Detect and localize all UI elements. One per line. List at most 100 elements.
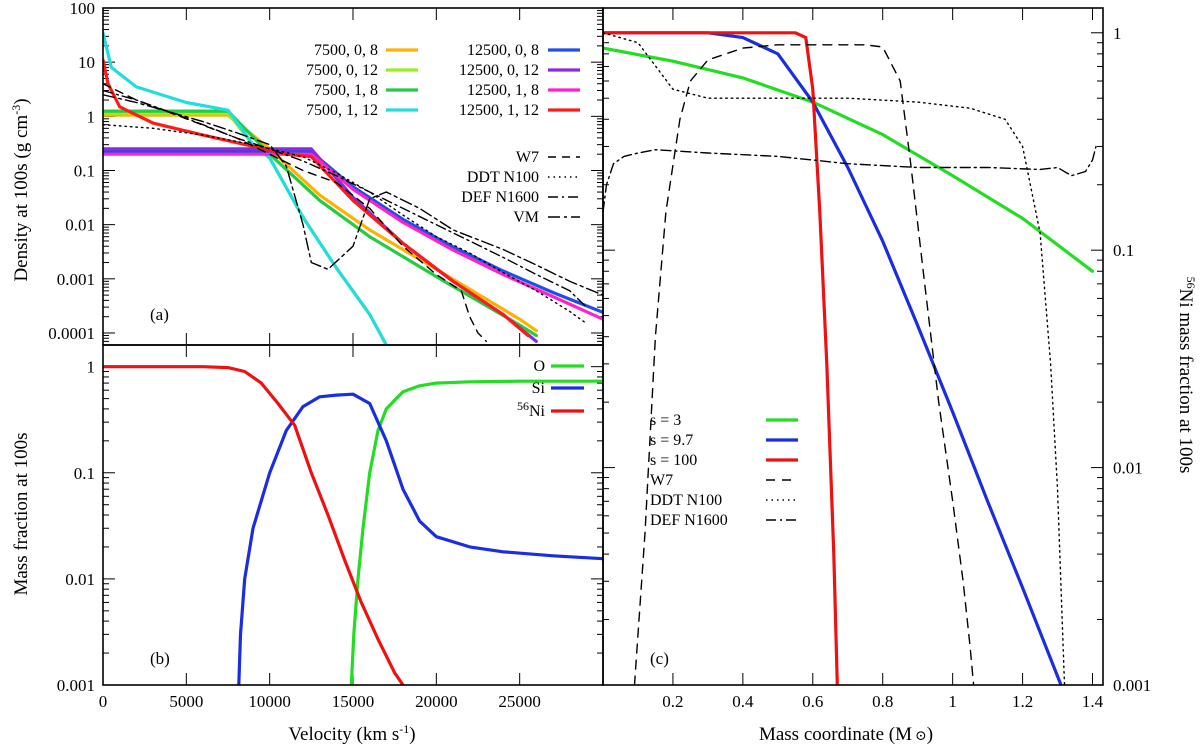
legend-entry-c-0: s = 3 [650, 412, 798, 429]
legend-entry-b-1: Si [532, 380, 584, 397]
legend-entry-a-1: 7500, 0, 12 [306, 62, 418, 79]
legend-entry-a-9: DDT N100 [467, 169, 580, 186]
xlabel-b: Velocity (km s-1) [288, 722, 415, 745]
legend-entry-b-0: O [533, 358, 584, 375]
series-line-a-9 [103, 123, 587, 325]
y-tick-label: 0.01 [1113, 459, 1143, 478]
ylabel-c: 56Ni mass fraction at 100s [1175, 277, 1198, 474]
legend-sup: 56 [517, 399, 529, 413]
ylabel-b: Mass fraction at 100s [11, 432, 32, 595]
curves-layer [103, 31, 1097, 685]
curves-a [103, 31, 603, 345]
frame-c [602, 7, 1104, 686]
x-ticks-c: 0.2 0.4 0.6 0.8 1 1.2 1.4 [662, 8, 1104, 711]
y-tick-label: 1 [87, 107, 96, 126]
legend-label: 12500, 1, 8 [467, 82, 539, 99]
legend-label: W7 [650, 472, 673, 489]
legend-entry-a-6: 12500, 1, 8 [467, 82, 580, 99]
series-line-c-4 [603, 32, 1066, 685]
x-tick-label: 5000 [169, 692, 203, 711]
legend-label: 12500, 0, 8 [467, 42, 539, 59]
y-tick-label: 0.01 [65, 570, 95, 589]
series-line-a-8 [103, 82, 487, 343]
xlabel-c: Mass coordinate (M ⊙) [759, 724, 933, 745]
legend-entry-c-5: DEF N1600 [650, 512, 798, 529]
legend-text: Ni [529, 403, 546, 420]
y-tick-label: 1 [87, 358, 96, 377]
x-ticks-a [102, 8, 521, 345]
ylabel-a: Density at 100s (g cm-3) [9, 98, 32, 281]
legend-entry-a-2: 7500, 1, 8 [314, 82, 418, 99]
series-line-a-11 [103, 94, 603, 296]
y-tick-label: 0.001 [57, 270, 95, 289]
y-tick-label: 0.1 [74, 464, 95, 483]
frames-layer [102, 7, 1104, 686]
legend-label: 7500, 1, 8 [314, 82, 378, 99]
x-tick-label: 0 [99, 692, 108, 711]
series-line-b-1 [237, 392, 603, 685]
x-tick-label: 15000 [332, 692, 375, 711]
x-tick-label: 20000 [415, 692, 458, 711]
legend-label: DDT N100 [650, 492, 722, 509]
legend-entry-a-7: 12500, 1, 12 [459, 102, 580, 119]
series-line-a-3 [103, 31, 388, 345]
y-tick-label: 0.1 [74, 161, 95, 180]
series-line-c-1 [603, 31, 1063, 685]
legend-label: W7 [516, 149, 539, 166]
y-tick-label: 0.0001 [48, 324, 95, 343]
legend-label: 12500, 0, 12 [459, 62, 539, 79]
series-line-a-6 [103, 152, 603, 321]
legend-entry-a-0: 7500, 0, 8 [314, 42, 418, 59]
x-tick-label: 0.4 [732, 692, 754, 711]
legend-entry-c-4: DDT N100 [650, 492, 798, 509]
legend-label: 7500, 1, 12 [306, 102, 378, 119]
legend-entry-a-5: 12500, 0, 12 [459, 62, 580, 79]
legend-label: 7500, 0, 8 [314, 42, 378, 59]
curves-b [103, 365, 603, 685]
x-tick-label: 0.6 [802, 692, 823, 711]
legend-label: s = 3 [650, 412, 681, 429]
x-tick-label: 1.2 [1012, 692, 1033, 711]
legend-label: Si [532, 380, 546, 397]
legend-entry-c-1: s = 9.7 [650, 432, 798, 449]
x-ticks-b: 0 5000 10000 15000 20000 25000 [99, 345, 541, 711]
panel-label-b: (b) [150, 649, 170, 668]
legend-label: 12500, 1, 12 [459, 102, 539, 119]
series-line-b-0 [349, 379, 603, 685]
series-line-c-3 [633, 44, 975, 685]
y-tick-label: 0.01 [65, 216, 95, 235]
series-line-b-2 [103, 365, 405, 685]
legend-label: VM [513, 209, 539, 226]
x-tick-label: 25000 [498, 692, 541, 711]
y-tick-label: 1 [1113, 24, 1122, 43]
x-tick-label: 1.4 [1082, 692, 1104, 711]
x-tick-label: 0.2 [662, 692, 683, 711]
legend-label: DEF N1600 [461, 189, 539, 206]
legend-label: DDT N100 [467, 169, 539, 186]
legend-entry-a-11: VM [513, 209, 580, 226]
series-line-c-2 [603, 31, 839, 685]
panel-label-a: (a) [150, 305, 169, 324]
series-line-a-10 [103, 89, 587, 308]
series-line-c-5 [603, 145, 1097, 213]
legend-label: DEF N1600 [650, 512, 728, 529]
legend-label: 56Ni [517, 399, 546, 420]
legend-entry-a-4: 12500, 0, 8 [467, 42, 580, 59]
y-tick-label: 0.001 [1113, 676, 1151, 695]
legend-label: 7500, 0, 12 [306, 62, 378, 79]
x-tick-label: 0.8 [872, 692, 893, 711]
y-tick-label: 100 [70, 0, 96, 18]
legend-entry-a-3: 7500, 1, 12 [306, 102, 418, 119]
x-tick-label: 1 [948, 692, 957, 711]
y-tick-label: 10 [78, 53, 95, 72]
legends-layer: 7500, 0, 8 7500, 0, 12 7500, 1, 8 7500, 1, … [306, 42, 798, 529]
legend-entry-b-2: 56Ni [517, 399, 584, 420]
legend-entry-c-3: W7 [650, 472, 798, 489]
y-ticks-a: 100 10 1 0.1 0.01 0.001 0.0001 [48, 0, 603, 346]
y-tick-label: 0.001 [57, 676, 95, 695]
series-line-c-0 [603, 46, 1095, 273]
series-line-a-2 [103, 109, 538, 338]
y-ticks-c: 1 0.1 0.01 0.001 [603, 24, 1151, 695]
